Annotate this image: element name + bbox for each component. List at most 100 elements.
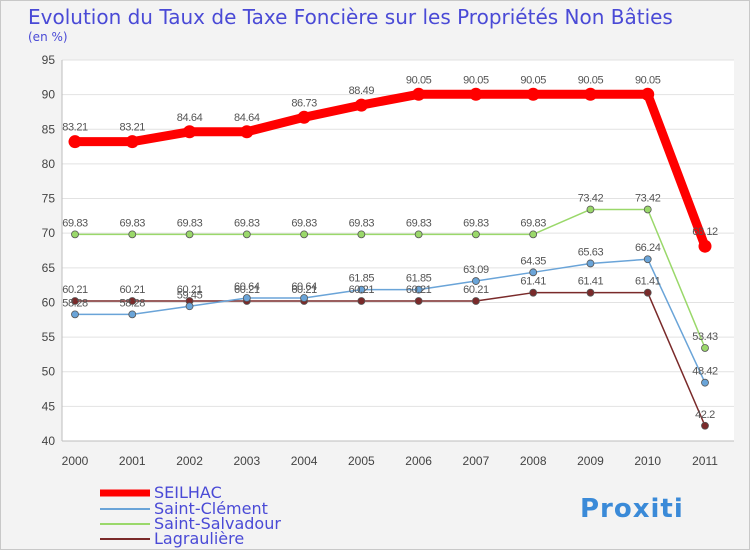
point-saint-cl-ment-2001 bbox=[128, 310, 137, 319]
point-saint-cl-ment-2005 bbox=[357, 285, 366, 294]
y-tick-label-80: 80 bbox=[42, 157, 56, 171]
series-line-saint-cl-ment bbox=[74, 258, 706, 384]
legend-label-lagrauliere: Lagraulière bbox=[154, 529, 244, 548]
y-tick-label-75: 75 bbox=[42, 192, 56, 206]
series-line-lagrauli-re bbox=[74, 291, 706, 427]
data-label-lagrauli-re-2000: 60.21 bbox=[62, 284, 88, 296]
y-tick-label-45: 45 bbox=[42, 399, 56, 413]
data-label-seilhac-2003: 84.64 bbox=[234, 112, 260, 124]
series-line-seilhac bbox=[70, 89, 710, 251]
legend-label-seilhac: SEILHAC bbox=[154, 483, 222, 502]
data-label-saint-salvadour-2002: 69.83 bbox=[177, 217, 203, 229]
point-saint-salvadour-2007 bbox=[472, 230, 480, 239]
point-lagrauli-re-2010 bbox=[643, 288, 652, 297]
point-seilhac-2008 bbox=[526, 87, 540, 101]
point-saint-salvadour-2003 bbox=[242, 230, 251, 239]
point-seilhac-2010 bbox=[641, 87, 655, 101]
data-label-seilhac-2002: 84.64 bbox=[177, 112, 203, 124]
data-label-lagrauli-re-2011: 42.2 bbox=[695, 409, 715, 421]
y-tick-label-40: 40 bbox=[42, 434, 56, 448]
point-saint-salvadour-2011 bbox=[701, 344, 709, 352]
point-saint-cl-ment-2009 bbox=[586, 259, 595, 268]
data-label-saint-cl-ment-2000: 58.28 bbox=[62, 297, 88, 309]
point-lagrauli-re-2005 bbox=[357, 297, 366, 305]
data-label-seilhac-2007: 90.05 bbox=[463, 74, 489, 86]
y-tick-label-55: 55 bbox=[42, 330, 56, 344]
data-label-saint-salvadour-2011: 53.43 bbox=[692, 331, 718, 343]
data-label-saint-salvadour-2007: 69.83 bbox=[463, 217, 489, 229]
data-label-saint-cl-ment-2011: 48.42 bbox=[692, 366, 718, 378]
y-axis-ticks: 40 45 50 55 60 65 70 75 80 85 90 95 bbox=[42, 53, 56, 448]
point-lagrauli-re-2011 bbox=[701, 421, 709, 430]
point-saint-cl-ment-2011 bbox=[701, 378, 709, 387]
point-saint-cl-ment-2008 bbox=[529, 268, 538, 277]
y-tick-label-85: 85 bbox=[42, 122, 56, 136]
point-saint-salvadour-2000 bbox=[71, 230, 79, 239]
data-label-saint-salvadour-2005: 69.83 bbox=[349, 217, 375, 229]
x-tick-label-2007: 2007 bbox=[463, 454, 490, 468]
point-seilhac-2009 bbox=[583, 87, 597, 101]
data-label-seilhac-2010: 90.05 bbox=[635, 74, 661, 86]
point-lagrauli-re-2009 bbox=[586, 288, 595, 297]
point-lagrauli-re-2006 bbox=[414, 297, 423, 305]
data-label-seilhac-2001: 83.21 bbox=[120, 122, 146, 134]
point-seilhac-2001 bbox=[125, 135, 139, 149]
data-label-seilhac-2011: 68.12 bbox=[692, 226, 718, 238]
y-tick-label-65: 65 bbox=[42, 261, 56, 275]
legend: SEILHAC Saint-Clément Saint-Salvadour La… bbox=[100, 483, 281, 548]
point-saint-cl-ment-2007 bbox=[472, 277, 480, 285]
data-label-saint-cl-ment-2001: 58.28 bbox=[120, 297, 146, 309]
series-layer bbox=[68, 87, 712, 430]
data-label-lagrauli-re-2005: 60.21 bbox=[349, 284, 375, 296]
data-label-saint-cl-ment-2008: 64.35 bbox=[520, 255, 546, 267]
series-line-saint-salvadour bbox=[74, 208, 706, 349]
x-tick-label-2009: 2009 bbox=[577, 454, 604, 468]
point-saint-salvadour-2009 bbox=[586, 205, 595, 214]
data-label-saint-cl-ment-2006: 61.85 bbox=[406, 273, 432, 285]
point-saint-salvadour-2005 bbox=[357, 230, 366, 239]
data-label-saint-cl-ment-2010: 66.24 bbox=[635, 242, 661, 254]
point-seilhac-2004 bbox=[297, 110, 311, 124]
legend-label-saint-clement: Saint-Clément bbox=[154, 499, 268, 518]
plot-area bbox=[62, 60, 734, 441]
y-tick-label-90: 90 bbox=[42, 88, 56, 102]
data-label-saint-salvadour-2009: 73.42 bbox=[578, 192, 604, 204]
data-label-lagrauli-re-2006: 60.21 bbox=[406, 284, 432, 296]
point-seilhac-2011 bbox=[698, 239, 712, 253]
point-saint-cl-ment-2004 bbox=[300, 294, 308, 302]
x-tick-label-2003: 2003 bbox=[233, 454, 260, 468]
point-saint-cl-ment-2000 bbox=[71, 310, 79, 319]
data-label-seilhac-2009: 90.05 bbox=[578, 74, 604, 86]
point-saint-cl-ment-2002 bbox=[185, 302, 194, 311]
y-tick-label-50: 50 bbox=[42, 365, 56, 379]
data-label-saint-salvadour-2004: 69.83 bbox=[291, 217, 317, 229]
x-tick-label-2006: 2006 bbox=[405, 454, 432, 468]
data-label-lagrauli-re-2010: 61.41 bbox=[635, 276, 661, 288]
data-label-lagrauli-re-2004: 60.21 bbox=[291, 284, 317, 296]
point-seilhac-2007 bbox=[469, 87, 483, 101]
legend-label-saint-salvadour: Saint-Salvadour bbox=[154, 514, 281, 533]
point-lagrauli-re-2008 bbox=[529, 288, 538, 297]
point-lagrauli-re-2001 bbox=[128, 297, 137, 305]
data-label-saint-salvadour-2006: 69.83 bbox=[406, 217, 432, 229]
point-lagrauli-re-2007 bbox=[472, 297, 480, 305]
data-label-lagrauli-re-2009: 61.41 bbox=[578, 276, 604, 288]
data-label-saint-cl-ment-2005: 61.85 bbox=[349, 273, 375, 285]
point-saint-cl-ment-2010 bbox=[643, 255, 652, 264]
y-tick-label-70: 70 bbox=[42, 226, 56, 240]
x-tick-label-2010: 2010 bbox=[634, 454, 661, 468]
data-label-seilhac-2000: 83.21 bbox=[62, 122, 88, 134]
x-tick-label-2004: 2004 bbox=[291, 454, 318, 468]
data-label-lagrauli-re-2007: 60.21 bbox=[463, 284, 489, 296]
data-label-lagrauli-re-2008: 61.41 bbox=[520, 276, 546, 288]
data-label-saint-cl-ment-2009: 65.63 bbox=[578, 246, 604, 258]
y-tick-label-95: 95 bbox=[42, 53, 56, 67]
data-label-saint-cl-ment-2007: 63.09 bbox=[463, 264, 489, 276]
x-tick-label-2001: 2001 bbox=[119, 454, 146, 468]
data-label-saint-salvadour-2001: 69.83 bbox=[120, 217, 146, 229]
point-saint-cl-ment-2003 bbox=[242, 294, 251, 302]
point-seilhac-2000 bbox=[68, 135, 82, 149]
point-saint-salvadour-2001 bbox=[128, 230, 137, 239]
data-label-lagrauli-re-2002: 60.21 bbox=[177, 284, 203, 296]
x-tick-label-2002: 2002 bbox=[176, 454, 203, 468]
